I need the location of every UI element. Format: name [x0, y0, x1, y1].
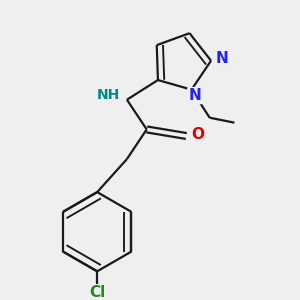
Text: O: O	[191, 127, 204, 142]
Text: Cl: Cl	[89, 285, 105, 300]
Text: N: N	[188, 88, 201, 103]
Text: NH: NH	[97, 88, 120, 102]
Text: N: N	[215, 51, 228, 66]
